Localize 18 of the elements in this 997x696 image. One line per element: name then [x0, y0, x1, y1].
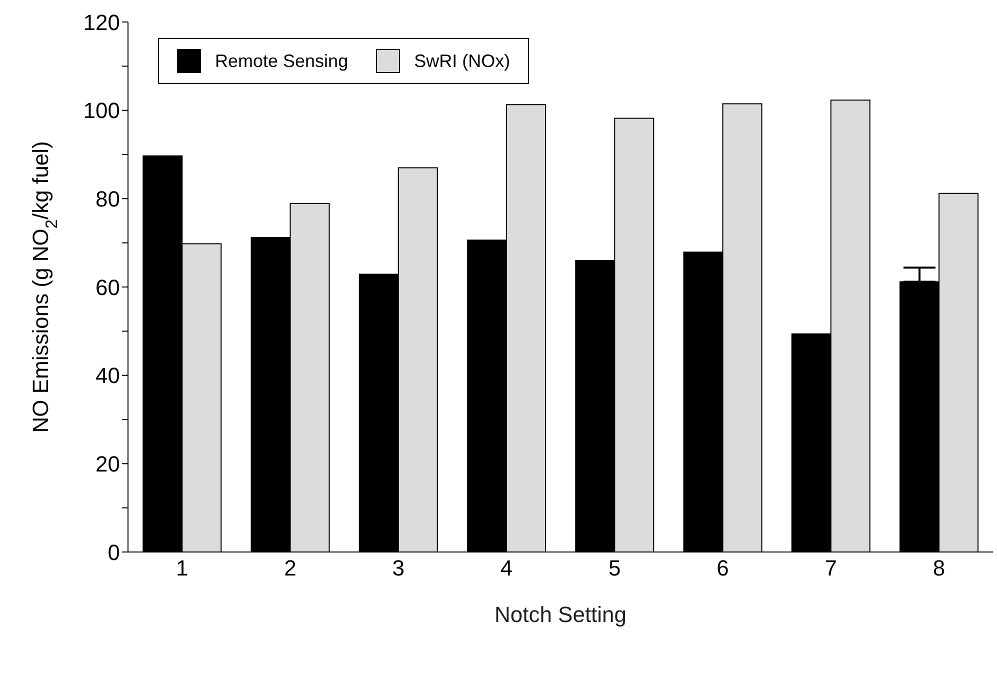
y-tick-label: 40 [96, 363, 120, 388]
legend-label: SwRI (NOx) [414, 50, 510, 72]
x-tick-label: 5 [608, 556, 621, 581]
y-tick-label: 100 [83, 98, 120, 124]
x-tick-label: 3 [392, 556, 404, 581]
legend-label: Remote Sensing [215, 50, 348, 72]
x-tick-label: 7 [824, 556, 837, 581]
x-tick-label: 6 [716, 556, 729, 581]
y-tick-label: 60 [96, 274, 120, 300]
x-tick-label: 8 [932, 556, 946, 581]
y-tick-label: 20 [96, 451, 120, 476]
x-tick-label: 4 [500, 556, 513, 581]
y-tick-label: 80 [96, 186, 120, 212]
x-axis-title: Notch Setting [494, 602, 627, 627]
y-tick-label: 120 [83, 10, 120, 35]
y-tick-label: 0 [108, 540, 120, 565]
x-tick-label: 2 [284, 556, 296, 581]
x-tick-label: 1 [176, 556, 188, 581]
